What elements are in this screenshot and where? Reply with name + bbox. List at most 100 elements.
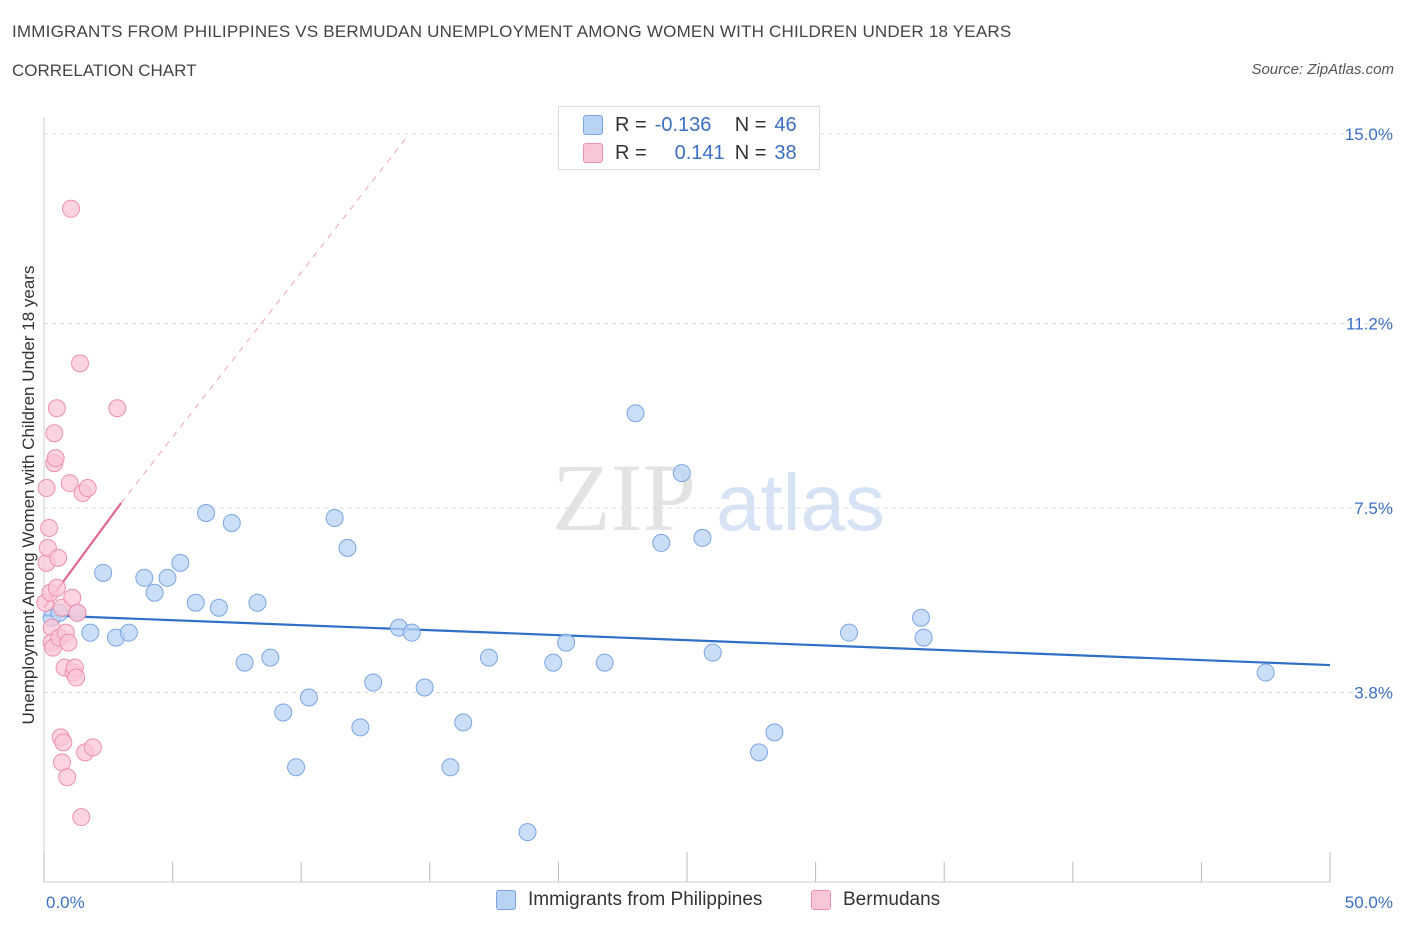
point-philippines bbox=[81, 623, 100, 642]
legend-item-bermudans[interactable]: Bermudans bbox=[811, 889, 940, 911]
legend-n-label: N = bbox=[734, 113, 767, 136]
point-philippines bbox=[364, 673, 383, 692]
legend-n-value: 38 bbox=[774, 141, 797, 164]
trend-line bbox=[120, 133, 410, 504]
point-philippines bbox=[299, 688, 318, 707]
legend-swatch-blue bbox=[583, 115, 603, 135]
legend-swatch-pink bbox=[811, 890, 831, 910]
point-bermudans bbox=[71, 354, 90, 373]
legend-label-bermudans: Bermudans bbox=[843, 889, 941, 910]
legend-r-value: 0.141 bbox=[674, 141, 725, 164]
point-philippines bbox=[94, 563, 113, 582]
legend-row-philippines: R = -0.136 N = 46 bbox=[583, 113, 797, 137]
trend-lines bbox=[43, 133, 1331, 667]
point-philippines bbox=[912, 608, 931, 627]
y-tick-label: 11.2% bbox=[1346, 314, 1393, 333]
point-philippines bbox=[557, 633, 576, 652]
legend-r-label: R = bbox=[615, 113, 647, 136]
point-philippines bbox=[415, 678, 434, 697]
point-philippines bbox=[158, 568, 177, 587]
point-philippines bbox=[544, 653, 563, 672]
point-philippines bbox=[479, 648, 498, 667]
point-bermudans bbox=[62, 199, 81, 218]
point-philippines bbox=[441, 758, 460, 777]
point-bermudans bbox=[58, 768, 77, 787]
x-tick-label: 0.0% bbox=[46, 893, 85, 912]
y-axis-title: Unemployment Among Women with Children U… bbox=[19, 266, 38, 725]
point-bermudans bbox=[67, 668, 86, 687]
point-philippines bbox=[274, 703, 293, 722]
point-philippines bbox=[693, 528, 712, 547]
stats-legend: R = -0.136 N = 46 R = 0.141 N = 38 bbox=[558, 106, 820, 170]
point-bermudans bbox=[60, 474, 79, 493]
legend-row-bermudans: R = 0.141 N = 38 bbox=[583, 141, 797, 165]
point-bermudans bbox=[45, 424, 64, 443]
point-philippines bbox=[1256, 663, 1275, 682]
point-philippines bbox=[145, 583, 164, 602]
point-philippines bbox=[338, 538, 357, 557]
watermark-atlas: atlas bbox=[716, 458, 885, 547]
point-philippines bbox=[703, 643, 722, 662]
point-philippines bbox=[626, 404, 645, 423]
point-philippines bbox=[235, 653, 254, 672]
legend-item-philippines[interactable]: Immigrants from Philippines bbox=[496, 889, 762, 911]
y-tick-label: 15.0% bbox=[1345, 125, 1393, 144]
legend-r-label: R = bbox=[615, 141, 647, 164]
point-philippines bbox=[402, 623, 421, 642]
point-philippines bbox=[171, 553, 190, 572]
point-philippines bbox=[351, 718, 370, 737]
data-points bbox=[36, 199, 1275, 842]
point-philippines bbox=[119, 623, 138, 642]
chart-subtitle: CORRELATION CHART bbox=[12, 61, 197, 80]
legend-swatch-blue bbox=[496, 890, 516, 910]
point-bermudans bbox=[46, 449, 65, 468]
point-bermudans bbox=[47, 399, 66, 418]
point-bermudans bbox=[47, 578, 66, 597]
point-philippines bbox=[287, 758, 306, 777]
point-philippines bbox=[454, 713, 473, 732]
point-philippines bbox=[135, 568, 154, 587]
point-bermudans bbox=[59, 633, 78, 652]
tick-labels: 3.8% 7.5% 11.2% 15.0% 0.0% 50.0% bbox=[46, 125, 1393, 912]
x-tick-label: 50.0% bbox=[1345, 893, 1393, 912]
point-bermudans bbox=[54, 733, 73, 752]
trend-line bbox=[43, 614, 1331, 667]
axes bbox=[43, 117, 1331, 883]
point-bermudans bbox=[108, 399, 127, 418]
point-bermudans bbox=[63, 588, 82, 607]
point-bermudans bbox=[83, 738, 102, 757]
point-bermudans bbox=[68, 603, 87, 622]
point-philippines bbox=[765, 723, 784, 742]
point-bermudans bbox=[40, 518, 59, 537]
point-philippines bbox=[222, 513, 241, 532]
legend-label-philippines: Immigrants from Philippines bbox=[528, 889, 763, 910]
legend-swatch-pink bbox=[583, 143, 603, 163]
point-bermudans bbox=[53, 753, 72, 772]
source-label: Source: ZipAtlas.com bbox=[1251, 61, 1394, 78]
watermark: ZIP atlas bbox=[552, 444, 885, 551]
point-philippines bbox=[914, 628, 933, 647]
point-philippines bbox=[197, 503, 216, 522]
legend-n-value: 46 bbox=[774, 113, 797, 136]
point-philippines bbox=[209, 598, 228, 617]
point-philippines bbox=[672, 464, 691, 483]
point-philippines bbox=[750, 743, 769, 762]
watermark-zip: ZIP bbox=[552, 444, 696, 551]
point-bermudans bbox=[37, 479, 56, 498]
point-philippines bbox=[186, 593, 205, 612]
point-philippines bbox=[261, 648, 280, 667]
y-tick-label: 7.5% bbox=[1354, 499, 1393, 518]
point-philippines bbox=[518, 823, 537, 842]
grid-lines bbox=[44, 133, 1390, 694]
chart-title: IMMIGRANTS FROM PHILIPPINES VS BERMUDAN … bbox=[12, 22, 1012, 41]
legend-n-label: N = bbox=[734, 141, 767, 164]
point-philippines bbox=[595, 653, 614, 672]
point-bermudans bbox=[72, 808, 91, 827]
point-philippines bbox=[840, 623, 859, 642]
legend-r-value: -0.136 bbox=[654, 113, 712, 136]
point-philippines bbox=[325, 508, 344, 527]
y-tick-label: 3.8% bbox=[1354, 684, 1393, 703]
series-legend: Immigrants from Philippines Bermudans bbox=[0, 889, 1406, 915]
point-bermudans bbox=[49, 548, 68, 567]
